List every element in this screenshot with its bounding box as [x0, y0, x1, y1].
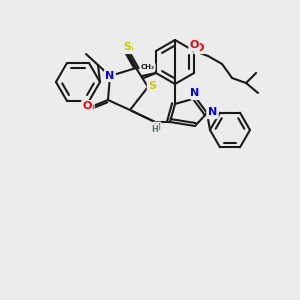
- Text: S: S: [148, 81, 156, 91]
- Text: N: N: [190, 88, 200, 98]
- Text: N: N: [105, 71, 115, 81]
- Text: N: N: [208, 107, 217, 117]
- Text: S: S: [123, 42, 131, 52]
- Text: S: S: [148, 80, 156, 90]
- Text: O: O: [82, 101, 92, 111]
- Text: N: N: [207, 108, 217, 118]
- Text: O: O: [84, 103, 94, 113]
- Text: H: H: [152, 124, 158, 134]
- Text: CH₃: CH₃: [141, 64, 155, 70]
- Text: S: S: [125, 43, 133, 53]
- Text: H: H: [154, 122, 160, 131]
- Text: O: O: [194, 43, 204, 53]
- Text: N: N: [105, 70, 115, 80]
- Text: N: N: [191, 89, 201, 99]
- Text: O: O: [189, 40, 199, 50]
